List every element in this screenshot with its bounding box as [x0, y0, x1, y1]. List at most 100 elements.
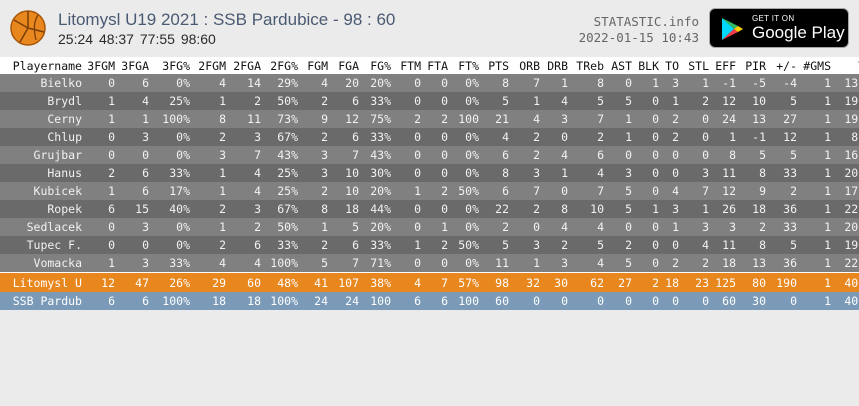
player-row[interactable]: Ropek 6 15 40% 2 3 67% 8 18 44% 0 0 0% 22 2 8 10 5 1 3 1 26 18… [0, 200, 859, 218]
column-header[interactable]: AST [606, 57, 634, 74]
stat-cell: 3 [542, 110, 570, 128]
stat-cell: 18 [330, 200, 361, 218]
stat-cell: 0 [661, 164, 681, 182]
stat-cell: 0 [661, 146, 681, 164]
stat-cell: 0 [393, 74, 423, 92]
player-row[interactable]: Grujbar000%3743%3743%000%62460000855116:… [0, 146, 859, 164]
column-header[interactable]: DRB [542, 57, 570, 74]
column-header[interactable]: BLK [634, 57, 661, 74]
column-header[interactable]: TIM [833, 57, 859, 74]
stat-cell: -1 [738, 128, 768, 146]
stat-cell: 16:09 [833, 146, 859, 164]
stat-cell: 0 [542, 292, 570, 310]
column-header[interactable]: 2FGM [192, 57, 228, 74]
stat-cell: 2 [661, 110, 681, 128]
column-header[interactable]: FGM [300, 57, 330, 74]
stat-cell: 0 [423, 128, 450, 146]
stat-cell: 100 [361, 292, 393, 310]
column-header[interactable]: PTS [481, 57, 511, 74]
stat-cell: 50% [450, 236, 481, 254]
stat-cell: 60 [481, 292, 511, 310]
stat-cell: 1 [799, 146, 833, 164]
stat-cell: 33% [151, 164, 192, 182]
stat-cell: 190 [768, 272, 799, 292]
column-header[interactable]: 3FGA [117, 57, 151, 74]
column-header[interactable]: TO [661, 57, 681, 74]
player-row[interactable]: Chlup030%2367%2633%000%420210201-11218:5… [0, 128, 859, 146]
team-home-row[interactable]: Litomysl U 12 47 26% 29 60 48% 41 107 38% 4 7 57% 98 3… [0, 272, 859, 292]
player-row[interactable]: Bielko 0 6 0% 4 14 29% 4 20 20% 0 0 0% 8 7 1 8 0 1 3 1 -1 -5 -4… [0, 74, 859, 92]
column-header[interactable]: STL [681, 57, 711, 74]
boxscore-table: Playername 3FGM 3FGA 3FG% 2FGM 2FGA 2FG% FGM FGA… [0, 57, 859, 310]
stat-cell: 0 [84, 146, 117, 164]
stat-cell: 0 [423, 254, 450, 273]
stat-cell: 5 [300, 254, 330, 273]
column-header[interactable]: EFF [711, 57, 738, 74]
stat-cell: 4 [542, 218, 570, 236]
player-row[interactable]: Kubicek 1 6 17% 1 4 25% 2 10 20% 1 2 50% 6 7 0 7 5 0 4 7 12 9 2… [0, 182, 859, 200]
stat-cell: 10 [330, 182, 361, 200]
stat-cell: 1 [606, 110, 634, 128]
stat-cell: 2 [300, 92, 330, 110]
stat-cell: 0 [634, 218, 661, 236]
column-header[interactable]: +/- [768, 57, 799, 74]
column-header[interactable]: 2FG% [263, 57, 300, 74]
column-header[interactable]: FTA [423, 57, 450, 74]
player-name: Grujbar [0, 146, 84, 164]
stat-cell: 5 [481, 236, 511, 254]
column-header[interactable]: Playername [0, 57, 84, 74]
stat-cell: 8 [570, 74, 606, 92]
stat-cell: 13:19 [833, 74, 859, 92]
column-header[interactable]: TReb [570, 57, 606, 74]
stat-cell: 3 [606, 164, 634, 182]
column-header[interactable]: 3FGM [84, 57, 117, 74]
stat-cell: 75% [361, 110, 393, 128]
stat-cell: 1 [192, 182, 228, 200]
column-header[interactable]: 3FG% [151, 57, 192, 74]
stat-cell: 29% [263, 74, 300, 92]
stat-cell: 19:31 [833, 92, 859, 110]
google-play-badge[interactable]: GET IT ON Google Play [709, 8, 849, 48]
column-header[interactable]: FT% [450, 57, 481, 74]
stat-cell: 41 [300, 272, 330, 292]
stat-cell: 4 [117, 92, 151, 110]
stat-cell: 57% [450, 272, 481, 292]
column-header[interactable]: FTM [393, 57, 423, 74]
stat-cell: 3 [711, 218, 738, 236]
player-row[interactable]: Vomacka 1 3 33% 4 4 100% 5 7 71% 0 0 0% 11 1 3 4 5 0 2 2 18 13… [0, 254, 859, 273]
stat-cell: 98 [481, 272, 511, 292]
player-row[interactable]: Cerny 1 1 100% 8 11 73% 9 12 75% 2 2 100 21 4 3 7 1 0 2 0 24 1… [0, 110, 859, 128]
stat-cell: 3 [192, 146, 228, 164]
column-header[interactable]: FGA [330, 57, 361, 74]
stat-cell: 1 [511, 254, 542, 273]
team-away-row[interactable]: SSB Pardub 6 6 100% 18 18 100% 24 24 100 6 6 100 60 0 0… [0, 292, 859, 310]
stat-cell: 0 [634, 110, 661, 128]
stat-cell: 0 [606, 292, 634, 310]
stat-cell: 8 [711, 146, 738, 164]
stat-cell: 71% [361, 254, 393, 273]
column-header[interactable]: ORB [511, 57, 542, 74]
stat-cell: 6 [330, 236, 361, 254]
player-row[interactable]: Brydl 1 4 25% 1 2 50% 2 6 33% 0 0 0% 5 1 4 5 5 0 1 2 12 10 5 1 19… [0, 92, 859, 110]
team-name: Litomysl U [0, 272, 84, 292]
stat-cell: 0 [423, 164, 450, 182]
stat-cell: 2 [681, 92, 711, 110]
player-row[interactable]: Tupec F. 0 0 0% 2 6 33% 2 6 33% 1 2 50% 5 3 2 5 2 0 0 4 11 8 5 1… [0, 236, 859, 254]
column-header[interactable]: FG% [361, 57, 393, 74]
stat-cell: 0 [84, 218, 117, 236]
player-row[interactable]: Sedlacek 0 3 0% 1 2 50% 1 5 20% 0 1 0% 2 0 4 4 0 0 1 3 3 2 33 1 2… [0, 218, 859, 236]
stat-cell: 1 [799, 200, 833, 218]
stat-cell: 2 [423, 182, 450, 200]
stat-cell: 0 [393, 254, 423, 273]
stat-cell: 22 [481, 200, 511, 218]
stat-cell: 1 [799, 254, 833, 273]
stat-cell: 4 [228, 164, 263, 182]
stat-cell: 0% [151, 128, 192, 146]
column-header[interactable]: #GMS [799, 57, 833, 74]
site-name[interactable]: STATASTIC.info [593, 14, 699, 29]
column-header[interactable]: PIR [738, 57, 768, 74]
player-row[interactable]: Hanus 2 6 33% 1 4 25% 3 10 30% 0 0 0% 8 3 1 4 3 0 0 3 11 8 33 1 2… [0, 164, 859, 182]
stat-cell: 0 [117, 236, 151, 254]
column-header[interactable]: 2FGA [228, 57, 263, 74]
stat-cell: 4 [481, 128, 511, 146]
